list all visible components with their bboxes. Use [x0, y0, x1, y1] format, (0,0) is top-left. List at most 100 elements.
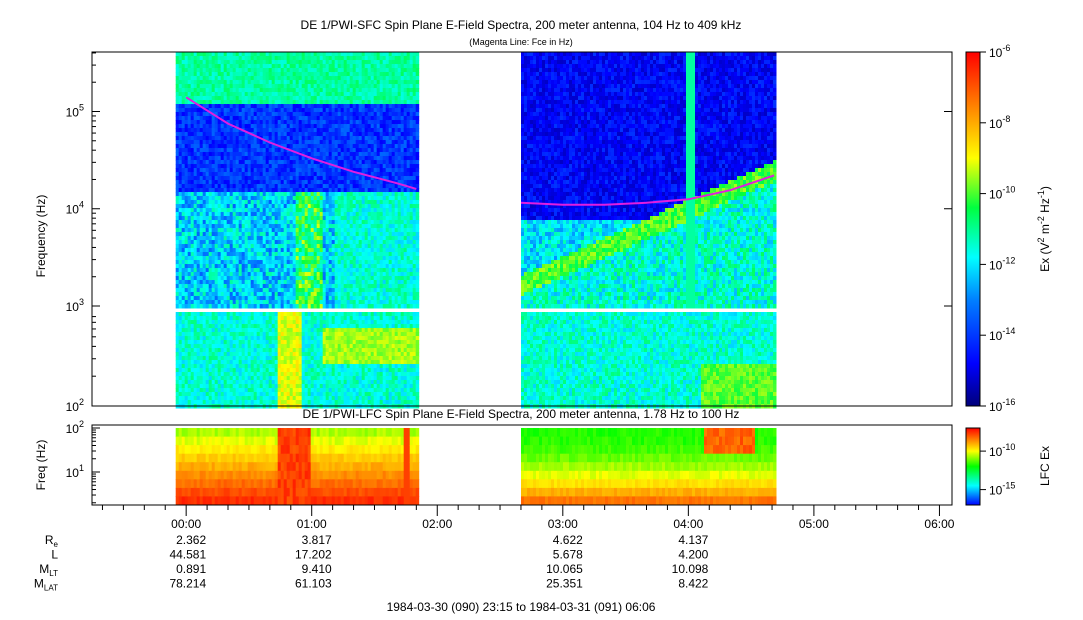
- sfc-heat-cell: [241, 200, 246, 205]
- sfc-heat-cell: [247, 100, 252, 105]
- sfc-heat-cell: [247, 148, 252, 153]
- sfc-heat-cell: [220, 124, 225, 129]
- sfc-heat-cell: [193, 144, 198, 149]
- sfc-heat-cell: [247, 124, 252, 129]
- sfc-heat-cell: [190, 152, 195, 157]
- sfc-heat-cell: [187, 352, 192, 357]
- sfc-heat-cell: [316, 368, 321, 373]
- sfc-heat-cell: [199, 148, 204, 153]
- sfc-heat-cell: [337, 180, 342, 185]
- sfc-heat-cell: [265, 132, 270, 137]
- sfc-heat-cell: [271, 188, 276, 193]
- sfc-heat-cell: [322, 316, 327, 321]
- sfc-heat-cell: [208, 104, 213, 109]
- sfc-heat-cell: [295, 360, 300, 365]
- sfc-heat-cell: [238, 268, 243, 273]
- sfc-heat-cell: [262, 76, 267, 81]
- sfc-heat-cell: [220, 128, 225, 133]
- sfc-heat-cell: [238, 276, 243, 281]
- sfc-heat-cell: [253, 108, 258, 113]
- sfc-heat-cell: [325, 136, 330, 141]
- sfc-heat-cell: [223, 208, 228, 213]
- sfc-heat-cell: [187, 332, 192, 337]
- sfc-heat-cell: [247, 268, 252, 273]
- sfc-heat-cell: [313, 332, 318, 337]
- sfc-heat-cell: [325, 116, 330, 121]
- sfc-heat-cell: [322, 172, 327, 177]
- sfc-heat-cell: [295, 320, 300, 325]
- sfc-heat-cell: [271, 248, 276, 253]
- sfc-heat-cell: [340, 372, 345, 377]
- sfc-heat-cell: [238, 120, 243, 125]
- sfc-heat-cell: [301, 336, 306, 341]
- sfc-heat-cell: [235, 400, 240, 405]
- sfc-heat-cell: [220, 300, 225, 305]
- sfc-heat-cell: [229, 356, 234, 361]
- sfc-heat-cell: [283, 320, 288, 325]
- sfc-heat-cell: [331, 96, 336, 101]
- sfc-heat-cell: [301, 372, 306, 377]
- sfc-heat-cell: [181, 104, 186, 109]
- sfc-heat-cell: [235, 244, 240, 249]
- sfc-heat-cell: [304, 284, 309, 289]
- sfc-heat-cell: [196, 88, 201, 93]
- sfc-heat-cell: [223, 356, 228, 361]
- sfc-heat-cell: [187, 244, 192, 249]
- sfc-heat-cell: [343, 256, 348, 261]
- sfc-heat-cell: [226, 368, 231, 373]
- sfc-heat-cell: [202, 148, 207, 153]
- sfc-heat-cell: [295, 300, 300, 305]
- sfc-heat-cell: [265, 236, 270, 241]
- sfc-heat-cell: [232, 368, 237, 373]
- sfc-heat-cell: [175, 144, 180, 149]
- sfc-heat-cell: [175, 164, 180, 169]
- sfc-heat-cell: [223, 360, 228, 365]
- sfc-heat-cell: [226, 372, 231, 377]
- sfc-heat-cell: [202, 364, 207, 369]
- sfc-heat-cell: [340, 188, 345, 193]
- sfc-heat-cell: [310, 196, 315, 201]
- sfc-heat-cell: [238, 96, 243, 101]
- sfc-heat-cell: [202, 172, 207, 177]
- sfc-heat-cell: [190, 256, 195, 261]
- sfc-heat-cell: [325, 220, 330, 225]
- sfc-heat-cell: [331, 284, 336, 289]
- sfc-heat-cell: [307, 64, 312, 69]
- sfc-heat-cell: [343, 180, 348, 185]
- sfc-heat-cell: [304, 336, 309, 341]
- sfc-heat-cell: [256, 192, 261, 197]
- sfc-heat-cell: [202, 108, 207, 113]
- sfc-heat-cell: [295, 100, 300, 105]
- sfc-heat-cell: [253, 364, 258, 369]
- sfc-heat-cell: [265, 292, 270, 297]
- sfc-heat-cell: [334, 380, 339, 385]
- sfc-heat-cell: [313, 172, 318, 177]
- sfc-heat-cell: [229, 208, 234, 213]
- sfc-heat-cell: [280, 320, 285, 325]
- sfc-heat-cell: [277, 360, 282, 365]
- sfc-heat-cell: [259, 80, 264, 85]
- sfc-heat-cell: [217, 228, 222, 233]
- sfc-heat-cell: [337, 232, 342, 237]
- sfc-heat-cell: [223, 252, 228, 257]
- sfc-heat-cell: [316, 180, 321, 185]
- sfc-heat-cell: [283, 100, 288, 105]
- sfc-heat-cell: [247, 240, 252, 245]
- sfc-heat-cell: [220, 204, 225, 209]
- sfc-heat-cell: [328, 100, 333, 105]
- sfc-heat-cell: [292, 292, 297, 297]
- sfc-heat-cell: [307, 264, 312, 269]
- sfc-heat-cell: [343, 300, 348, 305]
- sfc-heat-cell: [331, 256, 336, 261]
- sfc-heat-cell: [184, 300, 189, 305]
- sfc-heat-cell: [301, 68, 306, 73]
- sfc-heat-cell: [235, 112, 240, 117]
- sfc-heat-cell: [310, 116, 315, 121]
- sfc-heat-cell: [193, 228, 198, 233]
- sfc-heat-cell: [337, 264, 342, 269]
- sfc-heat-cell: [220, 100, 225, 105]
- sfc-heat-cell: [211, 364, 216, 369]
- sfc-heat-cell: [337, 52, 342, 57]
- sfc-heat-cell: [175, 312, 180, 317]
- sfc-heat-cell: [208, 56, 213, 61]
